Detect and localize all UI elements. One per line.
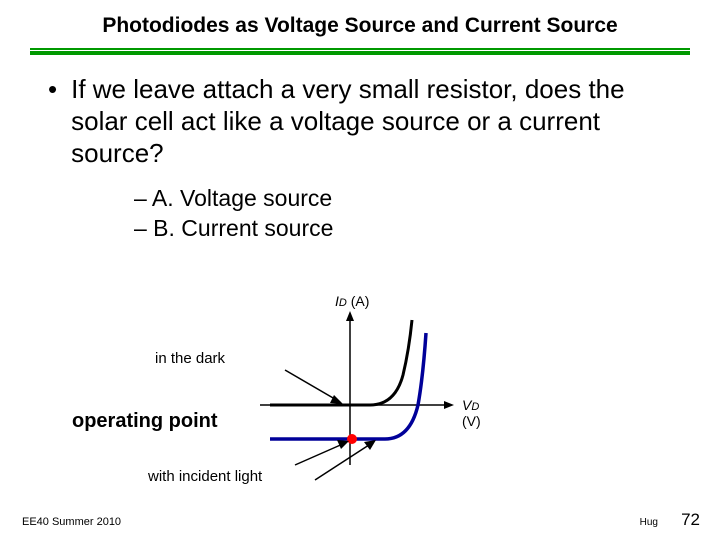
footer-author: Hug xyxy=(640,517,658,528)
iv-chart: ID (A) VD (V) xyxy=(240,305,460,485)
y-axis-unit: (A) xyxy=(347,293,370,309)
bullet-text: If we leave attach a very small resistor… xyxy=(71,73,680,169)
iv-chart-svg xyxy=(240,305,460,485)
x-axis-var: V xyxy=(462,397,471,413)
annotation-operating-point: operating point xyxy=(72,410,218,433)
option-b: – B. Current source xyxy=(134,213,680,243)
y-axis-label: ID (A) xyxy=(335,293,369,309)
title-rule-thin xyxy=(30,48,690,50)
footer-course: EE40 Summer 2010 xyxy=(22,516,121,528)
footer-page-number: 72 xyxy=(681,510,700,530)
slide-title: Photodiodes as Voltage Source and Curren… xyxy=(0,0,720,48)
annotation-dark: in the dark xyxy=(155,350,225,367)
option-a: – A. Voltage source xyxy=(134,183,680,213)
annotation-incident-light: with incident light xyxy=(148,468,262,485)
bullet-block: • If we leave attach a very small resist… xyxy=(0,55,720,243)
x-axis-label: VD (V) xyxy=(462,397,481,429)
y-axis-sub: D xyxy=(339,297,347,309)
bullet-dot: • xyxy=(48,73,57,105)
option-list: – A. Voltage source – B. Current source xyxy=(48,169,680,243)
x-axis-unit: (V) xyxy=(462,413,481,429)
x-axis-sub: D xyxy=(471,401,479,413)
